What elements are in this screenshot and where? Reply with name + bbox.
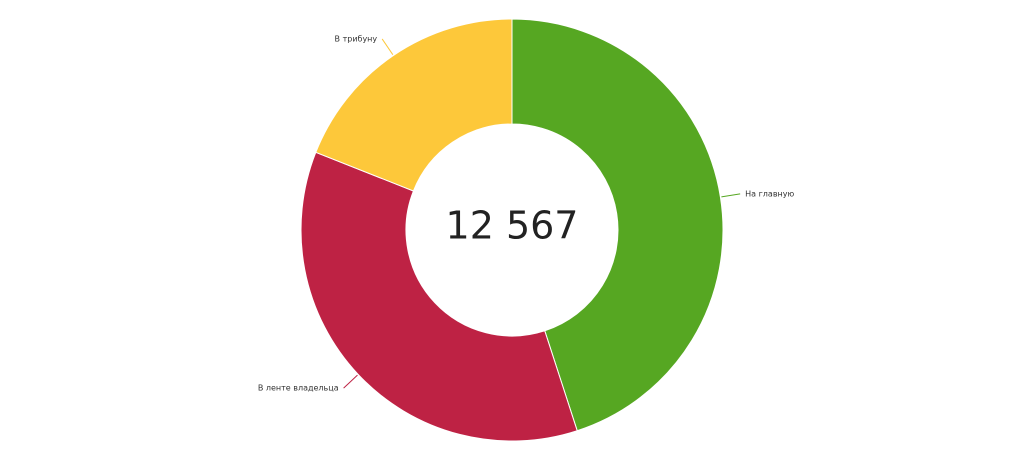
segment-label: На главную — [745, 189, 794, 198]
donut-segment — [511, 18, 724, 432]
donut-segment — [315, 18, 513, 192]
leader-line — [381, 38, 394, 55]
segment-label: В ленте владельца — [258, 384, 339, 393]
leader-line — [343, 374, 358, 389]
segment-label: В трибуну — [335, 34, 378, 43]
donut-segment — [300, 151, 578, 442]
leader-line — [721, 193, 741, 198]
center-total: 12 567 — [446, 204, 579, 248]
